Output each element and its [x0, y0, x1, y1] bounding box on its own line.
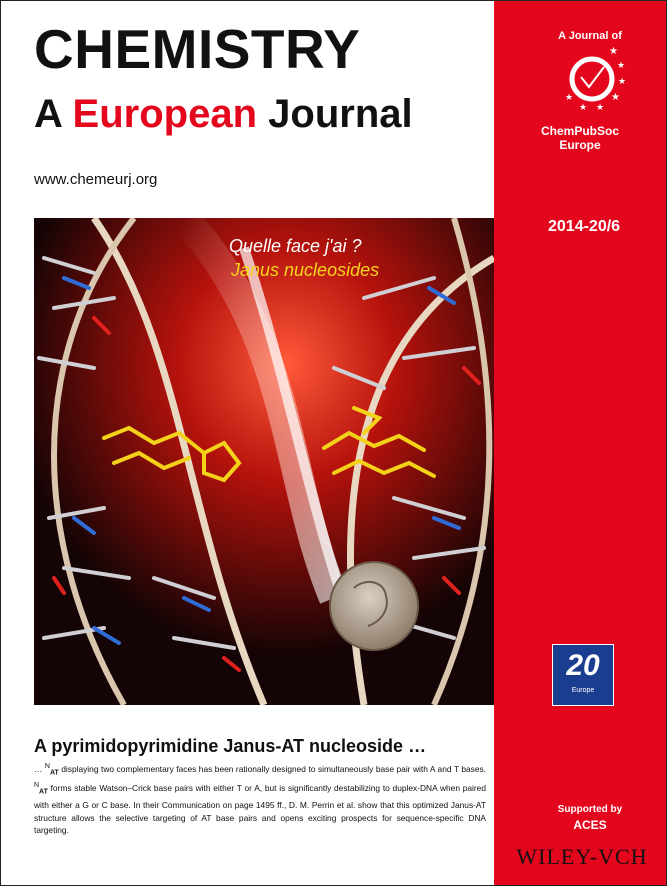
svg-text:★: ★: [611, 92, 620, 103]
abstract-sub-2: AT: [39, 788, 48, 796]
svg-text:★: ★: [617, 61, 625, 71]
article-abstract: … NAT displaying two complementary faces…: [34, 761, 486, 837]
supporter-name: ACES: [573, 818, 607, 832]
anniversary-number: 20: [566, 649, 600, 682]
anniversary-badge: 20 Europe: [552, 644, 614, 706]
cover-quote-line2: Janus nucleosides: [231, 260, 380, 280]
article-headline: A pyrimidopyrimidine Janus-AT nucleoside…: [34, 736, 427, 756]
cover-artwork: Quelle face j'ai ? Janus nucleosides: [34, 218, 494, 705]
journal-title: CHEMISTRY: [34, 18, 361, 80]
supported-by-label: Supported by: [557, 804, 623, 815]
journal-subtitle: A European Journal: [34, 94, 413, 134]
janus-coin: [330, 562, 418, 650]
journal-of-label: A Journal of: [558, 30, 622, 42]
subtitle-european: European: [72, 92, 258, 136]
svg-text:★: ★: [609, 46, 618, 57]
subtitle-journal: Journal: [268, 92, 413, 136]
abstract-prefix: …: [34, 763, 45, 774]
abstract-sub-1: AT: [49, 769, 59, 777]
issue-number: 2014-20/6: [548, 218, 621, 235]
society-region: Europe: [559, 138, 601, 152]
publisher-logo: WILEY-VCH: [516, 844, 648, 869]
abstract-part-1: displaying two complementary faces has b…: [58, 763, 486, 774]
svg-text:★: ★: [565, 93, 573, 103]
cover-quote-line1: Quelle face j'ai ?: [229, 236, 362, 256]
dna-illustration: [34, 218, 494, 705]
svg-text:★: ★: [579, 103, 587, 113]
journal-url[interactable]: www.chemeurj.org: [34, 171, 158, 188]
society-name: ChemPubSoc: [540, 124, 619, 138]
svg-text:★: ★: [618, 77, 626, 87]
red-sidebar: [494, 1, 666, 885]
anniversary-sub: Europe: [571, 687, 595, 694]
abstract-sup-2: N: [34, 782, 40, 790]
chempubsoc-logo-icon: ★ ★ ★ ★ ★ ★ ★: [565, 46, 626, 113]
subtitle-a: A: [34, 92, 62, 136]
svg-text:★: ★: [596, 103, 604, 113]
abstract-part-2: forms stable Watson–Crick base pairs wit…: [34, 782, 486, 836]
abstract-sup-1: N: [44, 763, 50, 770]
